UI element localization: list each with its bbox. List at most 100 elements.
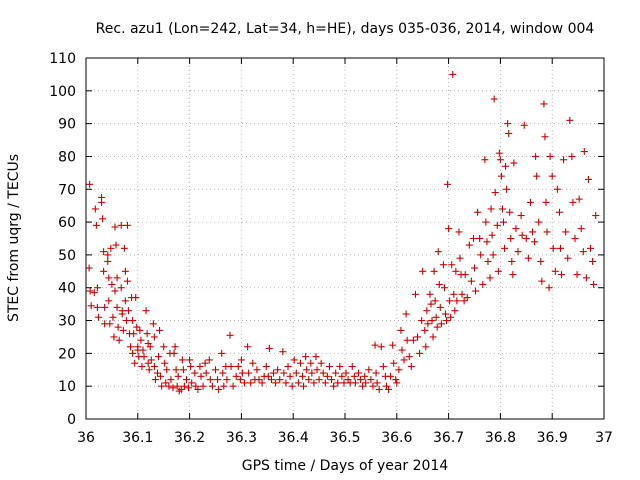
data-point (319, 369, 327, 377)
data-point (526, 198, 534, 206)
data-point (330, 382, 338, 390)
data-point (99, 215, 107, 223)
data-point (270, 369, 278, 377)
data-point (244, 343, 252, 351)
data-point (361, 372, 369, 380)
data-point (92, 221, 100, 229)
data-point (435, 280, 443, 288)
data-point (249, 359, 257, 367)
data-point (146, 343, 154, 351)
data-point (145, 366, 153, 374)
data-point (472, 287, 480, 295)
data-point (512, 225, 520, 233)
data-point (308, 369, 316, 377)
data-point (494, 267, 502, 275)
data-point (123, 277, 131, 285)
data-point (142, 307, 150, 315)
data-point (342, 369, 350, 377)
data-point (117, 284, 125, 292)
data-point (424, 320, 432, 328)
data-point (483, 238, 491, 246)
data-point (286, 372, 294, 380)
data-point (447, 313, 455, 321)
data-point (109, 313, 117, 321)
data-point (262, 362, 270, 370)
data-point (500, 218, 508, 226)
data-point (310, 379, 318, 387)
x-tick-label: 36.8 (485, 430, 516, 446)
data-point (569, 198, 577, 206)
data-point (272, 379, 280, 387)
data-point (186, 356, 194, 364)
data-point (132, 294, 140, 302)
data-point (115, 336, 123, 344)
data-point (119, 326, 127, 334)
y-tick-label: 10 (58, 379, 76, 395)
data-point (167, 376, 175, 384)
data-point (555, 208, 563, 216)
data-point (86, 287, 94, 295)
x-tick-label: 36.6 (381, 430, 412, 446)
data-point (542, 198, 550, 206)
data-point (196, 362, 204, 370)
data-point (143, 330, 151, 338)
data-point (460, 297, 468, 305)
data-point (153, 369, 161, 377)
data-point (558, 271, 566, 279)
data-point (535, 218, 543, 226)
data-point (489, 251, 497, 259)
data-point (450, 290, 458, 298)
data-point (573, 271, 581, 279)
data-point (93, 284, 101, 292)
data-point (524, 254, 532, 262)
data-point (592, 212, 600, 220)
data-point (354, 369, 362, 377)
x-tick-label: 36.4 (278, 430, 309, 446)
data-point (129, 317, 137, 325)
data-point (108, 280, 116, 288)
data-point (532, 152, 540, 160)
data-point (444, 180, 452, 188)
data-point (214, 376, 222, 384)
data-point (100, 248, 108, 256)
data-point (543, 228, 551, 236)
data-point (484, 257, 492, 265)
data-point (421, 326, 429, 334)
data-point (150, 362, 158, 370)
data-point (533, 172, 541, 180)
grid-lines (86, 58, 604, 419)
x-tick-label: 36.9 (537, 430, 568, 446)
y-tick-label: 80 (58, 149, 76, 165)
data-points (85, 70, 600, 395)
data-point (546, 152, 554, 160)
data-point (149, 320, 157, 328)
data-point (104, 257, 112, 265)
data-point (429, 333, 437, 341)
data-point (130, 330, 138, 338)
data-point (160, 343, 168, 351)
data-point (397, 326, 405, 334)
data-point (155, 353, 163, 361)
data-point (161, 359, 169, 367)
x-tick-label: 36 (77, 430, 95, 446)
data-point (112, 241, 120, 249)
data-point (305, 376, 313, 384)
data-point (338, 372, 346, 380)
data-point (372, 369, 380, 377)
data-point (232, 372, 240, 380)
data-point (493, 221, 501, 229)
data-point (467, 277, 475, 285)
data-point (371, 341, 379, 349)
data-point (392, 376, 400, 384)
data-point (477, 251, 485, 259)
data-point (428, 317, 436, 325)
data-point (419, 267, 427, 275)
data-point (113, 274, 121, 282)
data-point (487, 205, 495, 213)
data-point (302, 353, 310, 361)
data-point (340, 379, 348, 387)
data-point (157, 372, 165, 380)
data-point (139, 346, 147, 354)
data-point (111, 287, 119, 295)
